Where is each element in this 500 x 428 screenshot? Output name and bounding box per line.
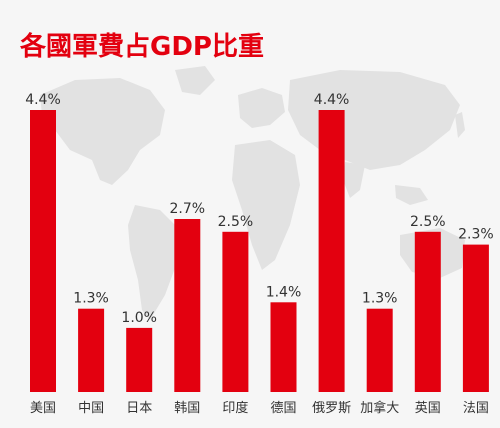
category-label-8: 英国 xyxy=(415,401,441,416)
world-map-background xyxy=(40,66,465,320)
category-label-5: 德国 xyxy=(270,401,296,416)
category-label-7: 加拿大 xyxy=(360,400,399,416)
bar-4 xyxy=(222,231,249,392)
bars xyxy=(30,110,489,392)
bar-3 xyxy=(174,219,201,392)
value-label-0: 4.4% xyxy=(25,92,61,108)
value-label-4: 2.5% xyxy=(218,214,254,230)
category-label-0: 美国 xyxy=(30,401,56,416)
value-label-5: 1.4% xyxy=(266,284,302,300)
bar-1 xyxy=(78,308,105,392)
bar-2 xyxy=(126,327,153,392)
bar-0 xyxy=(30,110,56,392)
category-labels: 美国 中国 日本 韩国 印度 德国 俄罗斯 加拿大 英国 法国 xyxy=(30,400,489,416)
bar-7 xyxy=(366,308,393,392)
bar-9 xyxy=(462,244,489,392)
category-label-1: 中国 xyxy=(78,401,104,416)
value-label-1: 1.3% xyxy=(73,291,109,307)
value-labels: 4.4% 1.3% 1.0% 2.7% 2.5% 1.4% 4.4% 1.3% 2.5% 2.3% xyxy=(25,92,493,326)
value-label-6: 4.4% xyxy=(314,92,350,108)
category-label-2: 日本 xyxy=(126,401,152,416)
value-label-7: 1.3% xyxy=(362,291,398,307)
value-label-2: 1.0% xyxy=(121,310,157,326)
bar-5 xyxy=(270,302,297,392)
chart-title: 各國軍費占GDP比重 xyxy=(19,31,264,62)
category-label-9: 法国 xyxy=(463,401,489,416)
bar-6 xyxy=(318,110,345,392)
value-label-8: 2.5% xyxy=(410,214,446,230)
category-label-6: 俄罗斯 xyxy=(312,401,351,416)
category-label-3: 韩国 xyxy=(174,401,200,416)
value-label-9: 2.3% xyxy=(458,227,494,243)
bar-8 xyxy=(414,231,441,392)
category-label-4: 印度 xyxy=(222,400,248,416)
value-label-3: 2.7% xyxy=(170,201,206,217)
